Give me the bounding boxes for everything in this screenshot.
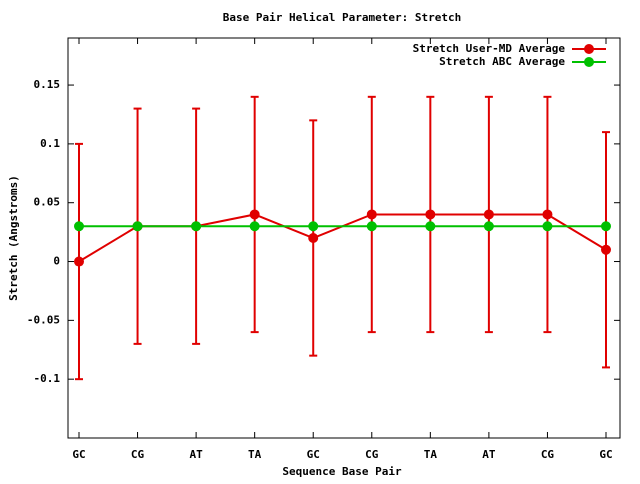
data-point <box>74 256 84 267</box>
x-tick-label: CG <box>541 448 555 461</box>
x-tick-label: AT <box>189 448 203 461</box>
y-tick-label: -0.05 <box>27 313 60 326</box>
x-tick-label: GC <box>307 448 320 461</box>
x-tick-label: GC <box>72 448 85 461</box>
legend-marker <box>584 44 594 54</box>
data-point <box>542 209 553 220</box>
y-tick-label: -0.1 <box>34 372 61 385</box>
y-axis-label: Stretch (Angstroms) <box>7 175 20 301</box>
data-point <box>308 233 319 243</box>
data-point <box>74 221 84 232</box>
data-point <box>601 244 611 255</box>
legend-label: Stretch ABC Average <box>439 55 565 68</box>
x-tick-label: GC <box>599 448 612 461</box>
legend-label: Stretch User-MD Average <box>413 42 566 55</box>
x-tick-label: TA <box>248 448 262 461</box>
x-axis-label: Sequence Base Pair <box>282 465 402 478</box>
x-tick-label: CG <box>365 448 379 461</box>
y-tick-label: 0.05 <box>34 196 61 209</box>
y-tick-label: 0 <box>53 255 60 268</box>
data-point <box>483 209 494 220</box>
data-point <box>366 221 377 232</box>
data-point <box>425 221 436 232</box>
x-tick-label: CG <box>131 448 145 461</box>
data-point <box>191 221 202 232</box>
data-point <box>132 221 143 232</box>
data-point <box>249 221 260 232</box>
y-tick-label: 0.1 <box>40 137 60 150</box>
chart-title: Base Pair Helical Parameter: Stretch <box>223 11 461 24</box>
legend-marker <box>584 57 594 67</box>
data-point <box>249 209 260 220</box>
x-tick-label: TA <box>424 448 438 461</box>
data-point <box>483 221 494 232</box>
data-point <box>308 221 319 232</box>
data-point <box>425 209 436 220</box>
data-point <box>601 221 611 232</box>
data-point <box>366 209 377 220</box>
x-tick-label: AT <box>482 448 496 461</box>
data-point <box>542 221 553 232</box>
plot-frame <box>67 37 621 439</box>
y-tick-label: 0.15 <box>34 78 61 91</box>
